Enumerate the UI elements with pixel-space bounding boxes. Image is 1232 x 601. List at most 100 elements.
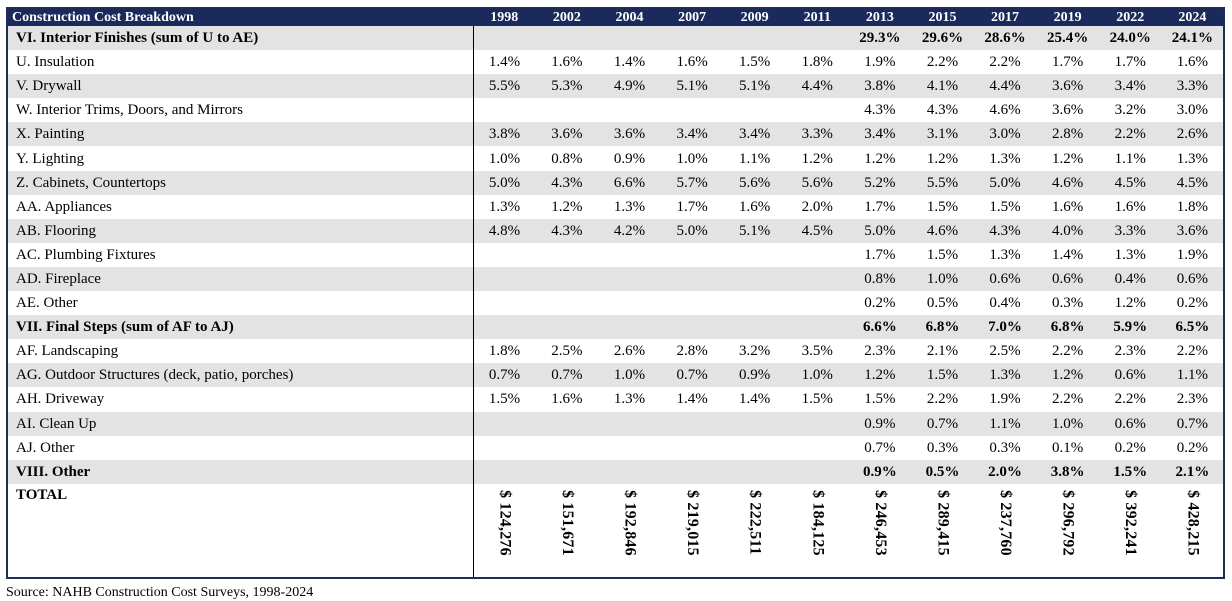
cell-value: 0.4% [989,295,1021,312]
cell-value [598,266,661,292]
cell-value: 3.6% [1036,74,1099,99]
cell-value [661,243,724,267]
cell-value: 2.0% [973,459,1037,484]
cell-value [785,266,849,292]
cell-value: 1.4% [739,391,771,408]
cell-value: 5.1% [723,218,786,243]
table-row: U. Insulation 1.4% 1.6% 1.4% 1.6% 1.5% 1.8% 1.9… [7,50,1224,75]
cell-value: 0.7% [535,363,599,388]
cell-value: 3.3% [1098,218,1162,243]
cell-value: 5.1% [723,74,786,99]
cell-value: 1.5% [864,391,896,408]
row-label: V. Drywall [7,74,474,99]
cell-value: 1.0% [676,150,708,167]
cell-value: 1.9% [989,391,1021,408]
cell-value: 2.3% [1114,343,1146,360]
cell-value: 0.5% [926,295,959,312]
table-row: AC. Plumbing Fixtures 1.7% 1.5% 1.3% 1.4% 1.3… [7,242,1224,267]
cell-value: 3.2% [1114,102,1146,119]
cell-value: 1.3% [989,150,1021,167]
cell-value [723,315,786,340]
cell-value [473,243,536,267]
row-label: AG. Outdoor Structures (deck, patio, por… [7,363,474,388]
cell-value: 3.3% [785,122,849,147]
cell-value [723,26,786,51]
cell-value [723,291,786,315]
cell-value: 0.2% [864,295,896,312]
cell-value: 5.9% [1098,315,1162,340]
cell-value: 7.0% [973,315,1037,340]
table-row: X. Painting 3.8% 3.6% 3.6% 3.4% 3.4% 3.3% 3.4% 3… [7,122,1225,147]
table-row: V. Drywall 5.5% 5.3% 4.9% 5.1% 5.1% 4.4% 3.8% 4.… [7,74,1225,99]
cell-value [535,411,599,436]
cell-value: 0.5% [911,459,974,484]
total-value: $ 289,415 [934,489,952,556]
cell-value: 29.3% [848,26,912,51]
cell-value [473,26,536,51]
cell-value: 2.8% [1036,122,1099,147]
cell-value [598,315,661,340]
total-cell: $ 428,215 [1162,484,1225,578]
cell-value: 3.6% [1161,218,1225,243]
cell-value: 3.0% [973,122,1037,147]
header-row: Construction Cost Breakdown 1998 2002 2004… [7,8,1225,26]
cell-value: 0.9% [848,411,912,436]
cell-value [786,291,849,315]
total-value: $ 222,511 [746,489,764,555]
cell-value: 1.2% [1114,295,1146,312]
cell-value: 1.5% [488,391,521,408]
cell-value: 4.1% [911,74,974,99]
cell-value: 6.5% [1161,315,1225,340]
cell-value: 2.6% [613,343,646,360]
cell-value: 1.4% [488,54,521,71]
cell-value [598,436,661,460]
cell-value: 2.3% [1176,391,1208,408]
cell-value [598,291,661,315]
total-cell: $ 124,276 [473,484,536,578]
cell-value: 6.8% [1036,315,1099,340]
table-row: AH. Driveway 1.5% 1.6% 1.3% 1.4% 1.4% 1.5% 1.5%… [7,387,1224,412]
cell-value: 1.6% [1052,198,1084,215]
cell-value: 4.3% [926,102,959,119]
cost-breakdown-table: Construction Cost Breakdown 1998 2002 2004… [6,7,1226,579]
cell-value: 1.4% [676,391,708,408]
cell-value: 3.8% [1036,459,1099,484]
cell-value: 3.4% [848,122,912,147]
cell-value: 3.2% [739,343,771,360]
cell-value: 5.6% [785,170,849,195]
cell-value: 0.3% [926,439,959,456]
cell-value: 3.8% [473,122,536,147]
cell-value: 2.5% [989,343,1021,360]
table-row: AJ. Other 0.7% 0.3% 0.3% 0.1% 0.2% 0.2% [7,435,1224,460]
row-label: Z. Cabinets, Countertops [7,170,474,195]
cell-value [598,26,661,51]
cell-value [723,459,786,484]
year-header: 2017 [973,8,1037,26]
table-row: AE. Other 0.2% 0.5% 0.4% 0.3% 1.2% 0.2% [7,291,1224,316]
cell-value: 1.0% [785,363,849,388]
cell-value: 5.0% [660,218,724,243]
cell-value: 2.2% [989,54,1021,71]
cell-value: 1.2% [1052,150,1084,167]
total-label: TOTAL [7,483,474,578]
cell-value [473,291,536,315]
cell-value: 1.3% [488,198,521,215]
cell-value: 3.8% [848,74,912,99]
cell-value [598,243,661,267]
cell-value: 3.3% [1161,74,1225,99]
cell-value: 4.0% [1036,218,1099,243]
total-cell: $ 246,453 [849,484,912,578]
year-header: 1998 [473,8,536,26]
cell-value [785,411,849,436]
cell-value: 1.2% [848,363,912,388]
total-cell: $ 237,760 [974,484,1037,578]
cell-value: 0.4% [1098,266,1162,292]
cell-value: 6.8% [911,315,974,340]
cell-value: 1.3% [613,198,646,215]
year-header: 2019 [1036,8,1099,26]
table-row: AG. Outdoor Structures (deck, patio, por… [7,363,1225,388]
cell-value: 29.6% [911,26,974,51]
cell-value: 0.7% [1161,411,1225,436]
cell-value: 5.6% [723,170,786,195]
cell-value [473,315,536,340]
